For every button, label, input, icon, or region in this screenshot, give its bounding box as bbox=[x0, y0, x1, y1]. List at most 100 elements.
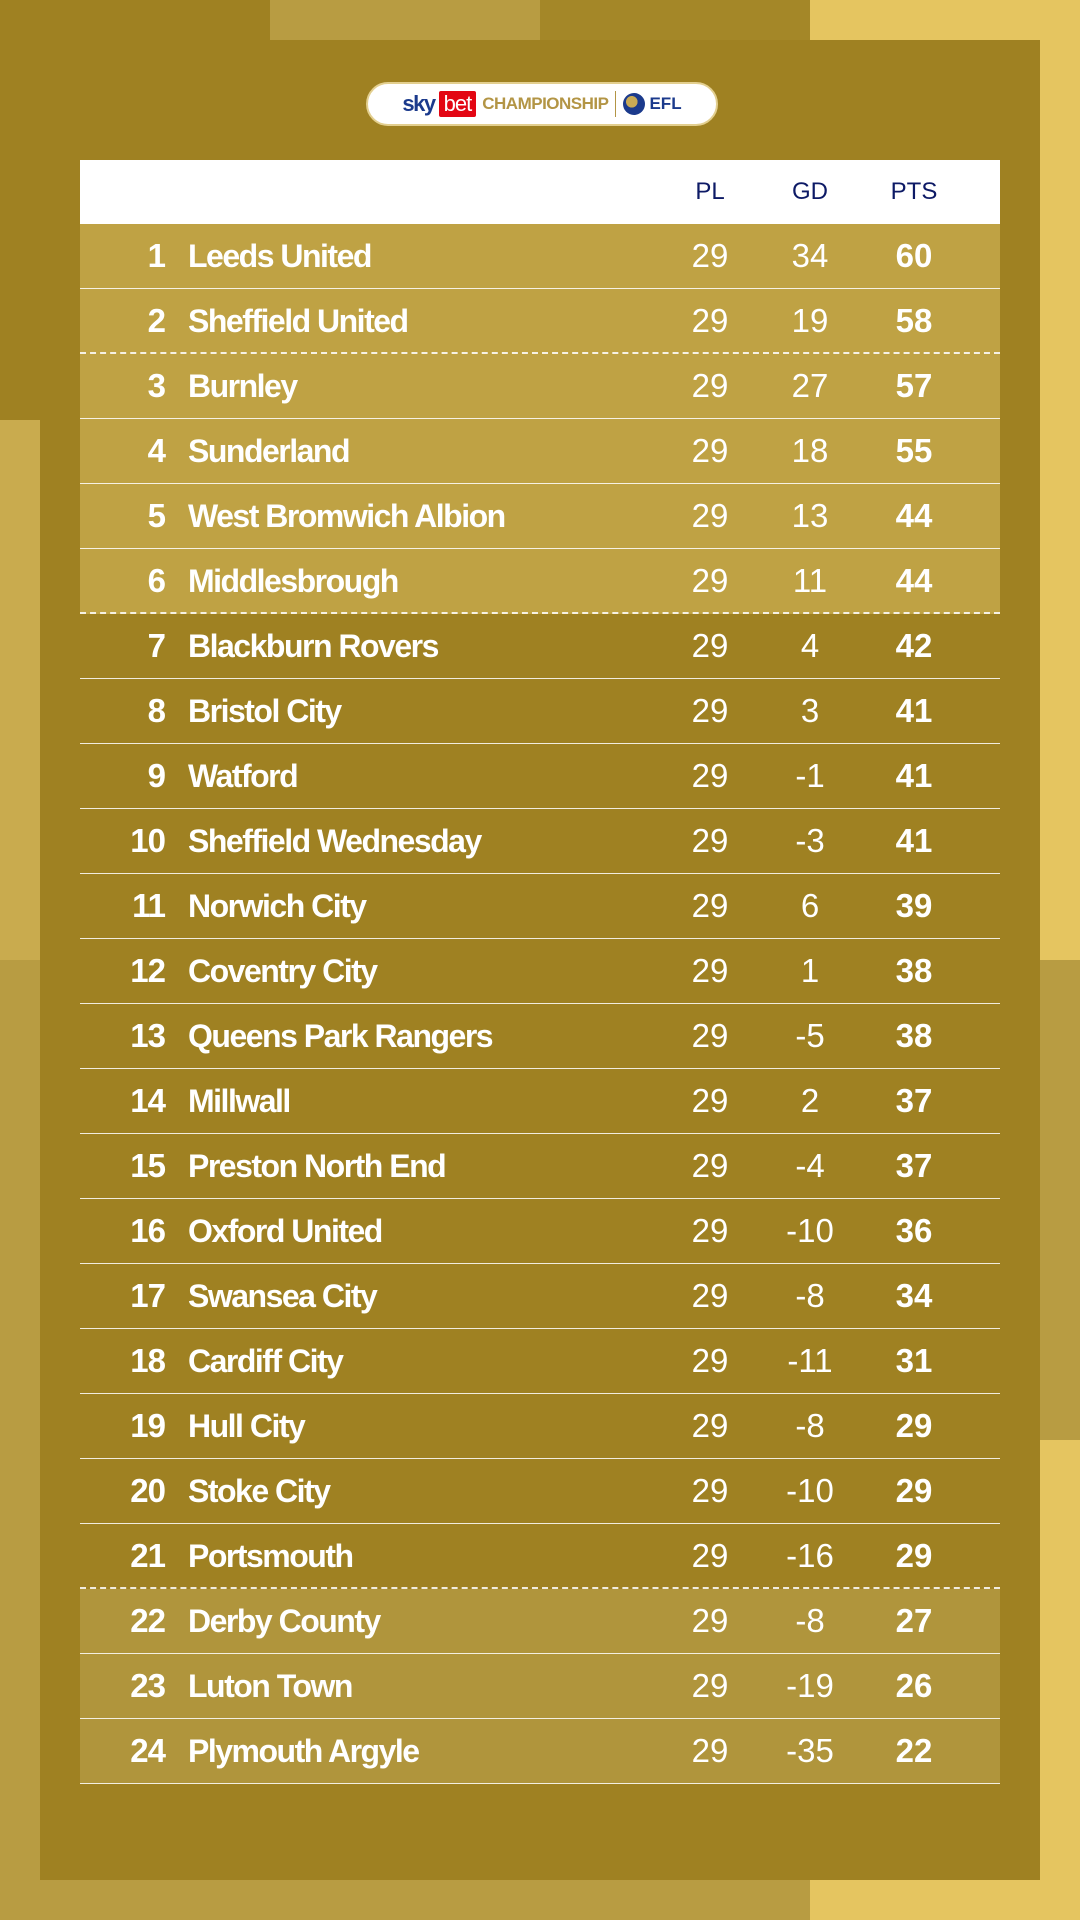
goal-difference: -8 bbox=[795, 1407, 825, 1444]
table-row: 14 Millwall 29 2 37 bbox=[80, 1069, 1000, 1134]
goal-difference: -35 bbox=[786, 1732, 834, 1769]
goal-difference: 13 bbox=[791, 497, 829, 534]
position: 4 bbox=[147, 432, 166, 469]
team-name: Middlesbrough bbox=[188, 563, 399, 599]
logo-sky: sky bbox=[402, 91, 436, 116]
goal-difference: -10 bbox=[786, 1472, 834, 1509]
sky-bet-championship-logo: sky bet CHAMPIONSHIP EFL bbox=[366, 82, 718, 126]
position: 7 bbox=[147, 627, 166, 664]
points: 44 bbox=[895, 497, 933, 534]
position: 15 bbox=[130, 1147, 166, 1184]
position: 13 bbox=[130, 1017, 166, 1054]
position: 9 bbox=[147, 757, 166, 794]
position: 18 bbox=[130, 1342, 166, 1379]
goal-difference: 18 bbox=[791, 432, 829, 469]
position: 24 bbox=[130, 1732, 166, 1769]
points: 26 bbox=[895, 1667, 933, 1704]
points: 22 bbox=[895, 1732, 933, 1769]
played: 29 bbox=[691, 822, 729, 859]
points: 41 bbox=[895, 757, 933, 794]
position: 3 bbox=[147, 367, 166, 404]
goal-difference: -1 bbox=[795, 757, 825, 794]
logo-competition: CHAMPIONSHIP bbox=[482, 94, 609, 113]
table-row: 3 Burnley 29 27 57 bbox=[80, 354, 1000, 419]
team-name: Leeds United bbox=[188, 238, 372, 274]
position: 16 bbox=[130, 1212, 166, 1249]
played: 29 bbox=[691, 562, 729, 599]
points: 41 bbox=[895, 692, 933, 729]
team-name: Portsmouth bbox=[188, 1538, 354, 1574]
table-row: 19 Hull City 29 -8 29 bbox=[80, 1394, 1000, 1459]
position: 1 bbox=[147, 237, 166, 274]
team-name: Sunderland bbox=[188, 433, 351, 469]
goal-difference: 1 bbox=[800, 952, 820, 989]
table-row: 2 Sheffield United 29 19 58 bbox=[80, 289, 1000, 354]
points: 38 bbox=[895, 1017, 933, 1054]
team-name: Hull City bbox=[188, 1408, 306, 1444]
points: 29 bbox=[895, 1472, 933, 1509]
points: 55 bbox=[895, 432, 933, 469]
table-row: 16 Oxford United 29 -10 36 bbox=[80, 1199, 1000, 1264]
goal-difference: 11 bbox=[792, 562, 828, 599]
goal-difference: -5 bbox=[795, 1017, 825, 1054]
team-name: Norwich City bbox=[188, 888, 367, 924]
played: 29 bbox=[691, 692, 729, 729]
team-name: Oxford United bbox=[188, 1213, 383, 1249]
points: 38 bbox=[895, 952, 933, 989]
played: 29 bbox=[691, 302, 729, 339]
table-row: 4 Sunderland 29 18 55 bbox=[80, 419, 1000, 484]
points: 44 bbox=[895, 562, 933, 599]
goal-difference: -10 bbox=[786, 1212, 834, 1249]
played: 29 bbox=[691, 1667, 729, 1704]
position: 8 bbox=[147, 692, 166, 729]
position: 2 bbox=[147, 302, 166, 339]
goal-difference: -8 bbox=[795, 1277, 825, 1314]
team-name: Derby County bbox=[188, 1603, 381, 1639]
team-name: Coventry City bbox=[188, 953, 378, 989]
points: 60 bbox=[895, 237, 933, 274]
team-name: Luton Town bbox=[188, 1668, 353, 1704]
table-row: 13 Queens Park Rangers 29 -5 38 bbox=[80, 1004, 1000, 1069]
table-row: 22 Derby County 29 -8 27 bbox=[80, 1589, 1000, 1654]
table-row: 21 Portsmouth 29 -16 29 bbox=[80, 1524, 1000, 1589]
played: 29 bbox=[691, 1537, 729, 1574]
played: 29 bbox=[691, 1277, 729, 1314]
played: 29 bbox=[691, 757, 729, 794]
logo-bet: bet bbox=[438, 91, 477, 117]
league-table: PL GD PTS 1 Leeds United 29 34 60 2 Sheffield … bbox=[80, 160, 1000, 1784]
table-header: PL GD PTS bbox=[80, 160, 1000, 224]
table-row: 18 Cardiff City 29 -11 31 bbox=[80, 1329, 1000, 1394]
played: 29 bbox=[691, 887, 729, 924]
position: 14 bbox=[130, 1082, 166, 1119]
position: 12 bbox=[130, 952, 166, 989]
played: 29 bbox=[691, 1407, 729, 1444]
points: 57 bbox=[895, 367, 933, 404]
team-name: Watford bbox=[188, 758, 299, 794]
table-row: 17 Swansea City 29 -8 34 bbox=[80, 1264, 1000, 1329]
goal-difference: 3 bbox=[800, 692, 820, 729]
position: 6 bbox=[147, 562, 166, 599]
points: 39 bbox=[895, 887, 933, 924]
table-row: 15 Preston North End 29 -4 37 bbox=[80, 1134, 1000, 1199]
column-header-pts: PTS bbox=[890, 178, 938, 205]
team-name: Burnley bbox=[188, 368, 298, 404]
position: 22 bbox=[130, 1602, 166, 1639]
table-row: 9 Watford 29 -1 41 bbox=[80, 744, 1000, 809]
played: 29 bbox=[691, 952, 729, 989]
column-header-gd: GD bbox=[792, 178, 828, 205]
played: 29 bbox=[691, 237, 729, 274]
played: 29 bbox=[691, 1472, 729, 1509]
goal-difference: 34 bbox=[791, 237, 829, 274]
points: 29 bbox=[895, 1407, 933, 1444]
goal-difference: 4 bbox=[800, 627, 820, 664]
points: 29 bbox=[895, 1537, 933, 1574]
points: 42 bbox=[895, 627, 933, 664]
team-name: Bristol City bbox=[188, 693, 342, 729]
team-name: Blackburn Rovers bbox=[188, 628, 439, 664]
logo-divider bbox=[615, 91, 617, 117]
goal-difference: 6 bbox=[800, 887, 820, 924]
team-name: West Bromwich Albion bbox=[188, 498, 506, 534]
position: 20 bbox=[130, 1472, 166, 1509]
played: 29 bbox=[691, 1212, 729, 1249]
team-name: Stoke City bbox=[188, 1473, 331, 1509]
